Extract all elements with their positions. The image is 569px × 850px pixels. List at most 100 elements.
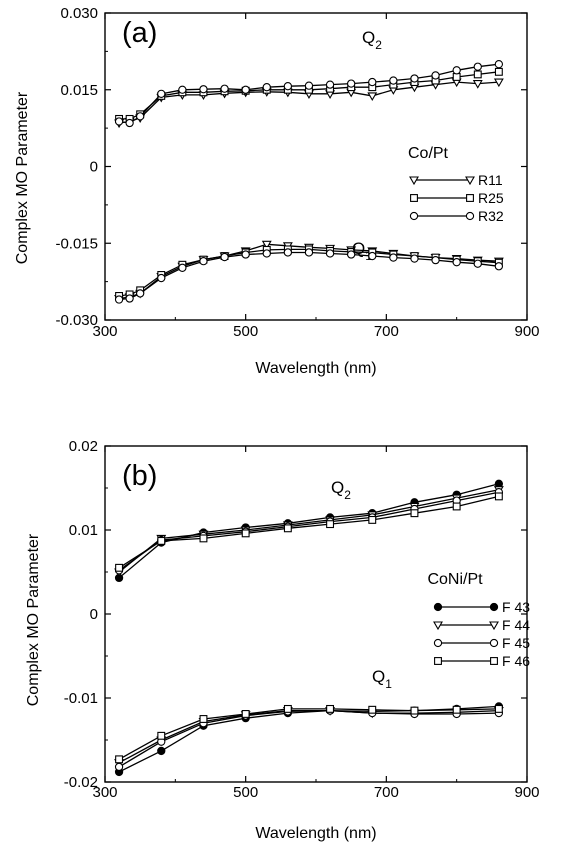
data-point xyxy=(241,529,250,538)
series-line xyxy=(119,251,499,301)
x-tick-label-a: 300 xyxy=(92,323,117,340)
data-point xyxy=(452,502,461,511)
x-axis-label-a: Wavelength (nm) xyxy=(255,360,376,377)
data-point xyxy=(494,67,503,76)
data-point xyxy=(410,254,419,263)
legend-marker xyxy=(465,211,475,221)
data-point xyxy=(283,82,293,91)
series-f45-q2-b xyxy=(114,488,504,575)
data-point xyxy=(325,80,335,89)
legend-marker xyxy=(409,176,419,186)
data-point xyxy=(136,289,145,298)
series-line xyxy=(118,483,500,579)
x-axis-label-b: Wavelength (nm) xyxy=(255,825,376,842)
legend-label: R25 xyxy=(478,190,504,206)
x-tick-label-b: 900 xyxy=(514,784,539,801)
series-line xyxy=(118,709,499,764)
legend-marker xyxy=(489,602,499,612)
data-point xyxy=(347,79,356,88)
data-point xyxy=(114,762,124,772)
y-tick-label-b: 0.01 xyxy=(69,522,98,539)
data-point xyxy=(494,262,504,271)
data-point xyxy=(326,704,335,713)
data-point xyxy=(114,295,124,304)
data-point xyxy=(473,70,482,79)
data-point xyxy=(178,263,187,272)
q1-annotation-b: Q1 xyxy=(372,667,392,691)
legend-b: F 43 F 44 F 45 F 46 xyxy=(433,599,530,669)
data-point xyxy=(347,250,356,259)
y-tick-label-a: 0.030 xyxy=(60,5,98,22)
series-r32-q2-a xyxy=(114,60,504,128)
series-f45-q1-b xyxy=(114,706,504,772)
legend-marker xyxy=(433,621,443,631)
data-point xyxy=(452,66,461,75)
data-point xyxy=(199,85,208,94)
data-point xyxy=(493,78,504,88)
data-point xyxy=(472,80,483,89)
data-point xyxy=(452,258,461,267)
data-point xyxy=(220,252,229,262)
data-point xyxy=(125,294,134,303)
data-point xyxy=(262,249,271,258)
plot-area-a: 300 500 700 900 0.030 0.015 0 -0.015 -0.030 R11 R2… xyxy=(55,5,539,340)
legend-marker xyxy=(433,638,443,648)
series-r32-q1-a xyxy=(114,248,504,304)
series-line xyxy=(118,705,499,773)
panel-a: 300 500 700 900 0.030 0.015 0 -0.015 -0.030 R11 R2… xyxy=(14,5,540,377)
legend-title-a: Co/Pt xyxy=(408,145,449,162)
data-point xyxy=(283,248,293,257)
data-point xyxy=(494,704,503,713)
data-point xyxy=(114,117,124,126)
y-tick-label-a: -0.015 xyxy=(55,235,98,252)
y-tick-label-b: 0 xyxy=(90,606,98,623)
data-point xyxy=(410,509,419,518)
x-tick-label-b: 300 xyxy=(92,784,117,801)
data-point xyxy=(115,755,124,764)
legend-marker xyxy=(410,194,418,202)
data-point xyxy=(157,746,166,756)
legend-title-b: CoNi/Pt xyxy=(427,571,483,588)
y-tick-label-b: 0.02 xyxy=(69,438,98,455)
data-point xyxy=(241,85,250,94)
data-point xyxy=(125,118,134,128)
data-point xyxy=(157,273,166,283)
y-tick-label-a: 0 xyxy=(90,159,98,176)
legend-marker xyxy=(489,621,499,631)
data-point xyxy=(178,85,187,94)
data-point xyxy=(326,520,335,529)
data-point xyxy=(241,250,250,259)
data-point xyxy=(157,536,166,545)
data-point xyxy=(304,81,314,90)
y-axis-label-a: Complex MO Parameter xyxy=(14,91,31,264)
data-point xyxy=(325,249,335,258)
x-tick-label-a: 700 xyxy=(374,323,399,340)
legend-marker xyxy=(434,657,442,665)
series-line xyxy=(118,491,500,571)
panel-label-a: (a) xyxy=(122,17,157,49)
y-tick-label-b: -0.02 xyxy=(64,774,98,791)
legend-marker xyxy=(489,638,499,648)
x-tick-label-a: 900 xyxy=(514,323,539,340)
series-line xyxy=(118,708,499,760)
legend-label: R32 xyxy=(478,208,504,224)
data-point xyxy=(157,89,166,98)
data-point xyxy=(410,74,419,83)
data-point xyxy=(136,112,145,121)
data-point xyxy=(115,563,124,572)
data-point xyxy=(431,255,440,265)
data-point xyxy=(494,492,503,501)
legend-marker xyxy=(409,211,419,221)
q2-annotation-a: Q2 xyxy=(362,28,382,52)
data-point xyxy=(283,704,292,713)
data-point xyxy=(283,524,292,533)
y-axis-label-b: Complex MO Parameter xyxy=(25,533,42,706)
series-f44-q2-b xyxy=(114,486,504,578)
data-point xyxy=(389,76,398,85)
data-point xyxy=(431,71,440,80)
legend-label: F 43 xyxy=(502,599,530,615)
data-point xyxy=(368,705,377,714)
